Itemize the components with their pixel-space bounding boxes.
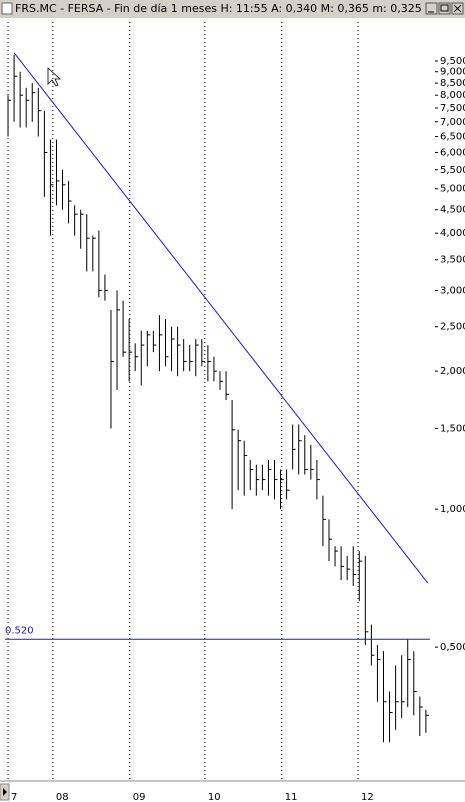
close-glyph <box>453 4 462 13</box>
scroll-arrow <box>3 788 7 796</box>
y-tick-label: 6,500 <box>440 132 465 143</box>
y-tick-label: 1,000 <box>440 504 465 515</box>
x-tick-label: 11 <box>285 792 298 802</box>
y-tick-label: 0,500 <box>440 642 465 653</box>
x-tick-label: 10 <box>208 792 221 802</box>
window-icon <box>1 2 13 15</box>
y-tick-label: 9,000 <box>440 67 465 78</box>
maximize-button[interactable] <box>438 2 451 15</box>
maximize-glyph <box>440 4 449 12</box>
y-tick-label: 7,000 <box>440 117 465 128</box>
y-tick-label: 8,500 <box>440 78 465 89</box>
window-title: FRS.MC - FERSA - Fin de día 1 meses H: 1… <box>15 2 465 15</box>
y-tick-label: 8,000 <box>440 90 465 101</box>
window-buttons[interactable] <box>425 2 464 15</box>
minimize-button[interactable] <box>425 2 438 15</box>
y-tick-label: 7,500 <box>440 103 465 114</box>
x-tick-label: 09 <box>133 792 146 802</box>
y-tick-label: 1,500 <box>440 423 465 434</box>
y-tick-label: 3,000 <box>440 285 465 296</box>
y-tick-label: 4,500 <box>440 205 465 216</box>
y-tick-label: 9,500 <box>440 56 465 67</box>
title-bar <box>0 0 465 18</box>
y-tick-label: 6,000 <box>440 147 465 158</box>
mouse-cursor <box>47 67 62 87</box>
x-tick-label: 08 <box>56 792 69 802</box>
y-tick-label: 2,000 <box>440 366 465 377</box>
y-tick-label: 5,000 <box>440 184 465 195</box>
y-tick-label: 2,500 <box>440 322 465 333</box>
x-tick-label: 7 <box>11 792 17 802</box>
y-tick-label: 3,500 <box>440 255 465 266</box>
trendline <box>13 52 429 584</box>
horizontal-line-label: 0.520 <box>5 625 34 636</box>
x-tick-label: 12 <box>361 792 374 802</box>
y-tick-label: 4,000 <box>440 228 465 239</box>
y-tick-label: 5,500 <box>440 165 465 176</box>
